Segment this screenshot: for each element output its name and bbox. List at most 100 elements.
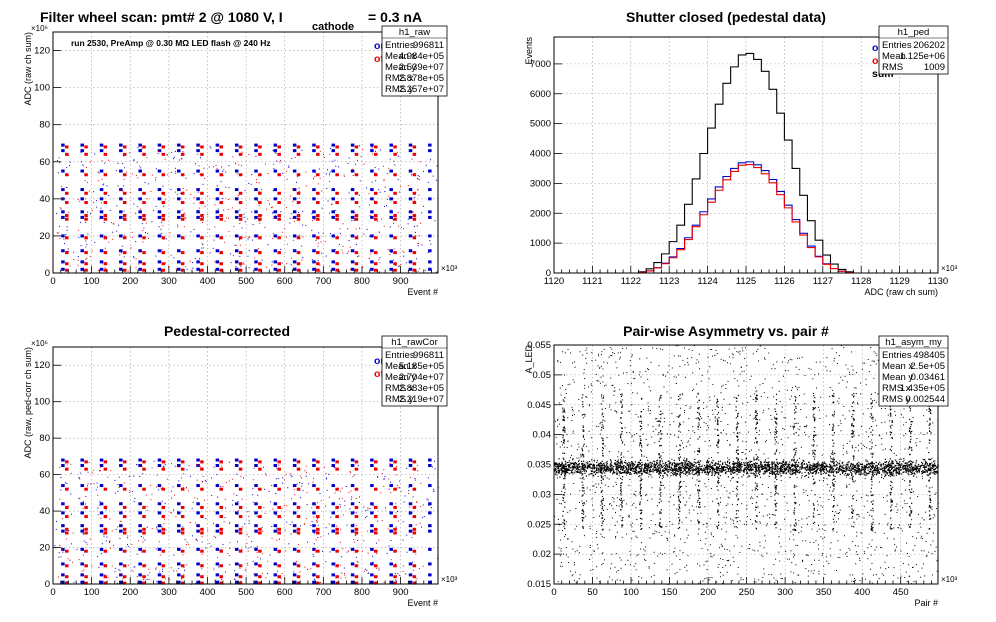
data-point-off bbox=[200, 217, 204, 221]
data-point-off bbox=[380, 492, 382, 494]
data-point-on bbox=[268, 490, 270, 492]
data-point bbox=[915, 470, 917, 473]
data-point-on bbox=[171, 490, 173, 492]
data-point-off bbox=[77, 259, 79, 261]
data-point-on bbox=[196, 562, 200, 566]
data-point-on bbox=[275, 493, 277, 495]
data-point-off bbox=[359, 206, 361, 208]
data-point-on bbox=[232, 500, 234, 502]
data-point-on bbox=[119, 458, 123, 462]
data-point-on bbox=[408, 197, 413, 201]
data-point-off bbox=[292, 201, 294, 203]
data-point-on bbox=[312, 143, 316, 147]
data-point-off bbox=[85, 246, 87, 248]
data-point-off bbox=[393, 145, 397, 149]
data-point-on bbox=[339, 232, 341, 234]
data-point bbox=[655, 463, 658, 465]
data-point-off bbox=[91, 250, 93, 252]
data-point bbox=[604, 466, 606, 468]
data-point bbox=[785, 463, 787, 465]
data-point bbox=[860, 474, 862, 476]
data-point bbox=[803, 463, 805, 465]
data-point-off bbox=[65, 467, 67, 469]
data-point-on bbox=[133, 566, 135, 568]
data-point bbox=[675, 474, 677, 476]
data-point-off bbox=[202, 201, 204, 203]
data-point bbox=[771, 461, 773, 463]
data-point-off bbox=[219, 262, 224, 266]
data-point bbox=[837, 469, 840, 471]
data-point bbox=[795, 461, 798, 463]
data-point bbox=[672, 468, 674, 470]
data-point-on bbox=[416, 258, 418, 260]
data-point bbox=[675, 471, 677, 473]
data-point-on bbox=[215, 260, 220, 264]
data-point bbox=[905, 471, 907, 473]
data-point-on bbox=[370, 484, 374, 488]
data-point-off bbox=[316, 214, 320, 218]
data-point-off bbox=[393, 201, 397, 205]
data-point bbox=[794, 467, 797, 469]
data-point bbox=[887, 468, 890, 470]
data-point-on bbox=[358, 194, 360, 196]
data-point-on bbox=[254, 188, 258, 192]
data-point bbox=[808, 476, 810, 478]
data-point bbox=[847, 473, 849, 475]
data-point-off bbox=[60, 185, 62, 187]
data-point-off bbox=[316, 145, 320, 149]
data-point-on bbox=[146, 526, 148, 528]
data-point-on bbox=[422, 517, 424, 519]
data-point-on bbox=[428, 149, 432, 153]
data-point bbox=[646, 470, 648, 472]
data-point-on bbox=[325, 173, 327, 175]
data-point-off bbox=[316, 236, 320, 240]
data-point bbox=[722, 469, 724, 472]
data-point bbox=[712, 472, 714, 474]
data-point bbox=[819, 469, 821, 471]
data-point bbox=[932, 464, 934, 466]
data-point-on bbox=[355, 244, 357, 246]
data-point bbox=[623, 471, 625, 474]
data-point bbox=[577, 465, 579, 467]
data-point bbox=[799, 471, 801, 473]
data-point bbox=[835, 460, 837, 463]
panel-ped: 1120 1121 1122 1123 1124 1125 1126 1127 1128 1129… bbox=[524, 9, 958, 297]
data-point-off bbox=[109, 540, 111, 542]
data-point-off bbox=[277, 214, 281, 218]
data-point bbox=[627, 471, 630, 473]
data-point-off bbox=[91, 565, 93, 567]
data-point-on bbox=[118, 224, 120, 226]
data-point-on bbox=[68, 530, 70, 532]
tick-label-x: 700 bbox=[315, 276, 331, 287]
data-point bbox=[602, 471, 605, 473]
data-point-off bbox=[393, 268, 397, 272]
data-point bbox=[622, 472, 624, 474]
data-point-on bbox=[151, 221, 153, 223]
data-point bbox=[901, 466, 903, 469]
data-point bbox=[675, 470, 677, 472]
data-point-on bbox=[370, 547, 374, 551]
data-point-on bbox=[370, 188, 374, 192]
data-point bbox=[676, 463, 678, 465]
data-point bbox=[738, 467, 740, 469]
data-point-off bbox=[84, 262, 88, 266]
data-point bbox=[687, 464, 690, 467]
data-point-on bbox=[140, 535, 142, 537]
data-point-off bbox=[335, 527, 339, 531]
data-point-off bbox=[216, 167, 218, 169]
data-point bbox=[905, 464, 907, 466]
plot-data bbox=[56, 143, 439, 274]
data-point bbox=[836, 467, 838, 469]
data-point-on bbox=[105, 540, 107, 542]
data-point-off bbox=[142, 531, 146, 535]
data-point bbox=[779, 462, 782, 464]
data-point bbox=[929, 468, 931, 470]
data-point-off bbox=[156, 474, 158, 476]
data-point-on bbox=[389, 562, 393, 566]
data-point-on bbox=[196, 484, 200, 488]
data-point-off bbox=[72, 532, 74, 534]
data-point-on bbox=[247, 255, 249, 257]
data-point-on bbox=[273, 267, 278, 271]
tick-label-x: 600 bbox=[277, 276, 293, 287]
data-point-on bbox=[375, 542, 377, 544]
